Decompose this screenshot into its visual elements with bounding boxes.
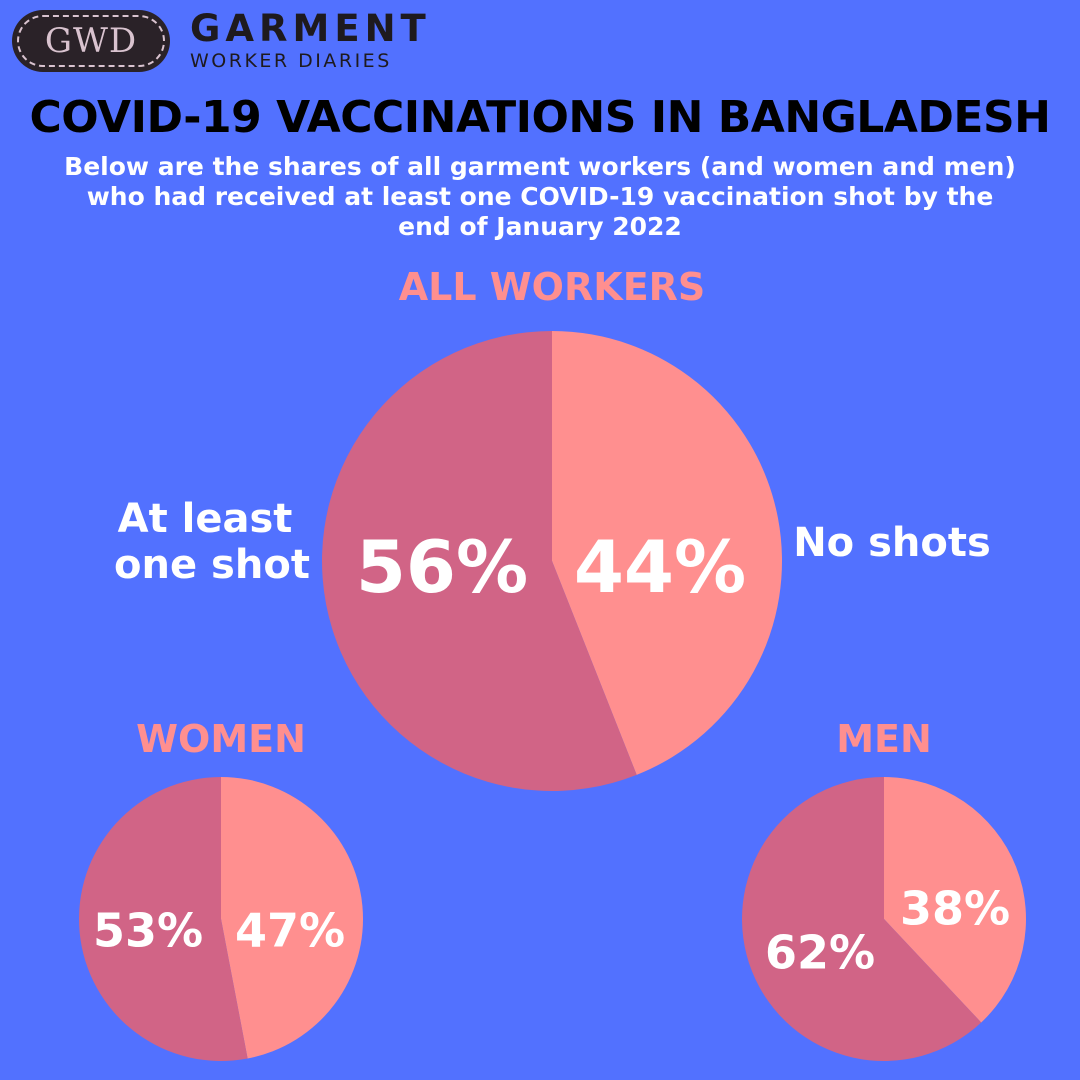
brand-name: GARMENT: [190, 7, 431, 50]
page-subtitle: Below are the shares of all garment work…: [64, 152, 1016, 241]
logo-badge: GWD: [12, 10, 170, 72]
pie-slice-men-1: [741, 777, 982, 1061]
outer-label-at-least-one-shot: At least one shot: [114, 496, 310, 588]
outer-label-line-1: At least: [118, 496, 293, 542]
pie-label-women-0: 47%: [235, 904, 345, 958]
outer-label-line-2: one shot: [114, 542, 310, 588]
chart-title-men: MEN: [836, 717, 932, 761]
pie-label-women-1: 53%: [93, 904, 203, 958]
pie-slice-men-0: [884, 777, 1026, 1023]
pie-label-men-0: 38%: [900, 882, 1010, 936]
pie-label-all-workers-1: 56%: [356, 525, 528, 609]
pie-all-workers: 44% 56%: [321, 331, 782, 791]
page-title: COVID-19 VACCINATIONS IN BANGLADESH: [29, 92, 1051, 143]
pie-slice-all-workers-1: [321, 331, 637, 791]
pie-women: 47% 53%: [78, 777, 363, 1061]
chart-title-all-workers: ALL WORKERS: [399, 265, 706, 309]
pie-label-men-1: 62%: [765, 926, 875, 980]
pie-men: 38% 62%: [741, 777, 1026, 1061]
chart-title-women: WOMEN: [136, 717, 306, 761]
pie-slice-women-1: [78, 777, 248, 1061]
pie-slice-women-0: [221, 777, 363, 1059]
pie-slice-all-workers-0: [552, 331, 782, 775]
pie-label-all-workers-0: 44%: [574, 525, 746, 609]
logo-letters: GWD: [44, 21, 138, 61]
outer-label-no-shots: No shots: [793, 520, 991, 566]
brand-subname: WORKER DIARIES: [190, 50, 392, 72]
